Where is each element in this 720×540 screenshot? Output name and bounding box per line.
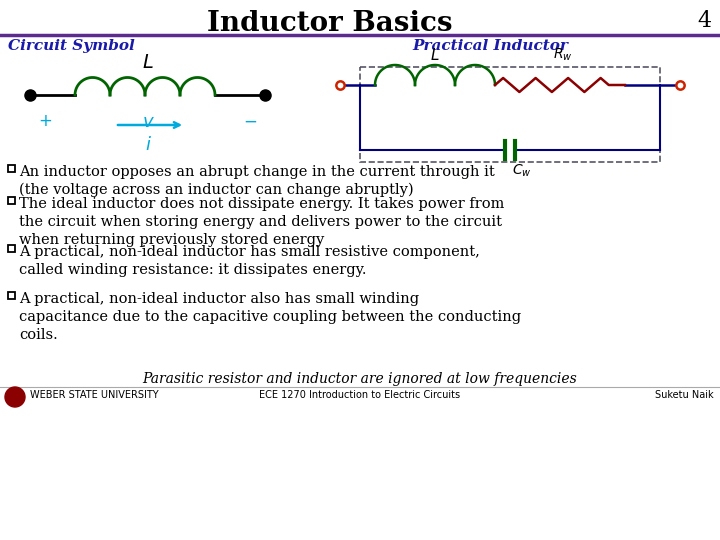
Text: An inductor opposes an abrupt change in the current through it
(the voltage acro: An inductor opposes an abrupt change in … — [19, 165, 495, 198]
Text: A practical, non-ideal inductor has small resistive component,
called winding re: A practical, non-ideal inductor has smal… — [19, 245, 480, 277]
Text: $C_w$: $C_w$ — [512, 163, 531, 179]
Text: 4: 4 — [698, 10, 712, 32]
Text: WEBER STATE UNIVERSITY: WEBER STATE UNIVERSITY — [30, 390, 158, 400]
Text: $L$: $L$ — [142, 54, 154, 72]
Text: $i$: $i$ — [145, 136, 151, 154]
Polygon shape — [8, 165, 15, 172]
Text: $v$: $v$ — [142, 113, 154, 131]
Polygon shape — [8, 197, 15, 204]
Text: Parasitic resistor and inductor are ignored at low frequencies: Parasitic resistor and inductor are igno… — [143, 372, 577, 386]
Text: Circuit Symbol: Circuit Symbol — [8, 39, 135, 53]
Text: $R_w$: $R_w$ — [553, 46, 573, 63]
Text: $-$: $-$ — [243, 113, 257, 130]
Text: Suketu Naik: Suketu Naik — [655, 390, 714, 400]
Text: The ideal inductor does not dissipate energy. It takes power from
the circuit wh: The ideal inductor does not dissipate en… — [19, 197, 505, 247]
Text: Practical Inductor: Practical Inductor — [412, 39, 568, 53]
Text: $+$: $+$ — [38, 113, 52, 130]
Circle shape — [5, 387, 25, 407]
Polygon shape — [8, 292, 15, 299]
Polygon shape — [8, 245, 15, 252]
Text: A practical, non-ideal inductor also has small winding
capacitance due to the ca: A practical, non-ideal inductor also has… — [19, 292, 521, 342]
Text: $L$: $L$ — [431, 47, 440, 63]
Text: Inductor Basics: Inductor Basics — [207, 10, 453, 37]
Text: ECE 1270 Introduction to Electric Circuits: ECE 1270 Introduction to Electric Circui… — [259, 390, 461, 400]
